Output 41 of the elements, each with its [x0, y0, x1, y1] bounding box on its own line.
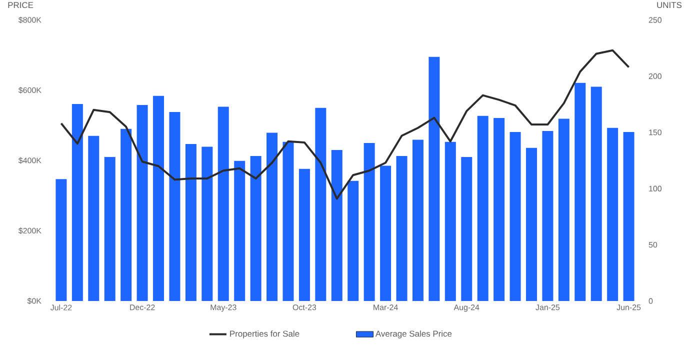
bar — [526, 148, 537, 301]
legend-label: Properties for Sale — [230, 330, 300, 338]
bar — [542, 131, 554, 301]
bar — [380, 166, 392, 301]
bar — [364, 142, 375, 301]
bar — [331, 150, 342, 301]
bar — [120, 128, 132, 301]
y-axis-title: PRICE — [8, 2, 34, 8]
bar — [348, 180, 359, 301]
bar — [56, 179, 67, 301]
bar — [266, 132, 278, 301]
bar — [202, 146, 213, 301]
bar — [590, 86, 602, 301]
bar — [88, 136, 100, 301]
bar — [169, 112, 180, 301]
bar — [218, 106, 229, 301]
bar — [136, 105, 148, 301]
bar — [282, 142, 294, 301]
bar — [444, 142, 456, 301]
y2-axis-title: UNITS — [657, 2, 682, 8]
bar — [315, 108, 326, 301]
bar — [428, 56, 440, 301]
line-series — [60, 49, 630, 200]
legend-label: Average Sales Price — [375, 330, 452, 338]
bar — [494, 118, 505, 301]
bar — [153, 96, 164, 301]
bar — [412, 140, 424, 301]
bar — [234, 160, 246, 301]
bar — [104, 156, 116, 301]
bar — [461, 156, 472, 301]
bar — [185, 144, 196, 301]
bar — [510, 132, 521, 301]
bar — [574, 82, 586, 301]
bar — [607, 128, 618, 301]
bar — [477, 116, 488, 301]
bar — [72, 104, 83, 301]
bar — [396, 156, 408, 301]
bar — [250, 156, 262, 301]
bar — [558, 118, 570, 301]
bar — [623, 132, 634, 301]
bar — [298, 168, 310, 301]
